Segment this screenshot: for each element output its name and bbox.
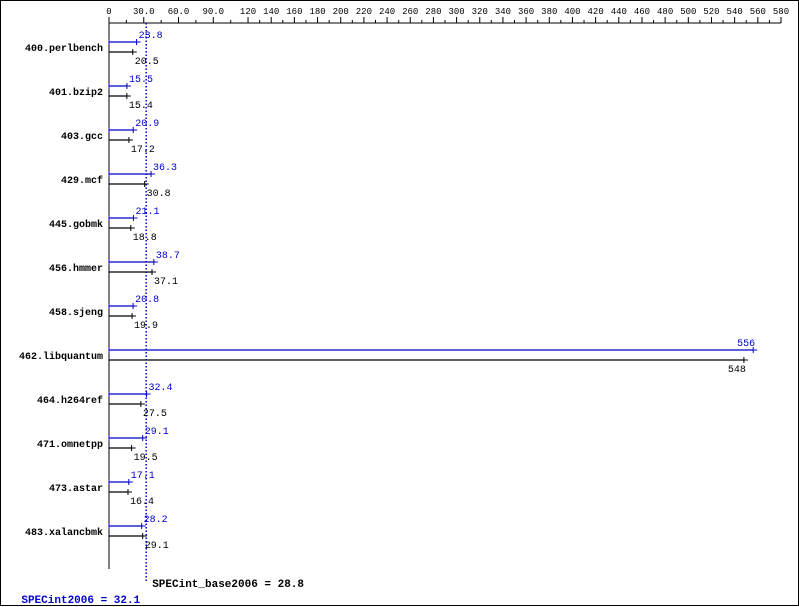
axis-tick-label: 460 [634,7,650,17]
base-value-label: 16.4 [130,497,154,508]
benchmark-label: 473.astar [49,484,103,495]
base-value-label: 20.5 [135,57,159,68]
axis-tick-label: 140 [263,7,279,17]
summary-peak-label: SPECint2006 = 32.1 [21,595,140,607]
axis-tick-label: 360 [518,7,534,17]
axis-tick-label: 180 [309,7,325,17]
peak-value-label: 28.2 [144,515,168,526]
peak-value-label: 36.3 [153,163,177,174]
peak-value-label: 20.9 [135,119,159,130]
axis-tick-label: 120 [240,7,256,17]
peak-value-label: 17.1 [131,471,155,482]
axis-tick-label: 200 [333,7,349,17]
axis-tick-label: 160 [286,7,302,17]
peak-value-label: 23.8 [139,31,163,42]
axis-tick-label: 580 [773,7,789,17]
base-value-label: 29.1 [145,541,169,552]
axis-tick-label: 90.0 [202,7,224,17]
base-value-label: 27.5 [143,409,167,420]
benchmark-label: 403.gcc [61,132,103,143]
base-value-label: 17.2 [131,145,155,156]
axis-tick-label: 540 [727,7,743,17]
benchmark-label: 471.omnetpp [37,440,103,451]
base-value-label: 19.9 [134,321,158,332]
benchmark-label: 458.sjeng [49,307,103,319]
peak-value-label: 15.5 [129,75,153,86]
base-value-label: 19.5 [134,453,158,464]
peak-value-label: 38.7 [156,251,180,262]
benchmark-label: 464.h264ref [37,395,103,407]
axis-tick-label: 60.0 [168,7,190,17]
base-value-label: 15.4 [129,101,153,112]
axis-tick-label: 30.0 [133,7,155,17]
peak-value-label: 556 [737,339,755,350]
axis-tick-label: 480 [657,7,673,17]
axis-tick-label: 280 [425,7,441,17]
summary-base-label: SPECint_base2006 = 28.8 [152,579,304,591]
axis-tick-label: 340 [495,7,511,17]
benchmark-label: 462.libquantum [19,351,103,363]
spec-chart: 0 30.0 60.0 90.0 120 140 160 180 200 220 240 260 280… [0,0,799,606]
peak-value-label: 32.4 [149,383,173,394]
benchmark-label: 400.perlbench [25,43,103,55]
axis-tick-label: 560 [750,7,766,17]
axis-tick-label: 320 [472,7,488,17]
base-value-label: 30.8 [147,189,171,200]
base-value-label: 37.1 [154,277,178,288]
base-value-label: 548 [728,365,746,376]
axis-tick-label: 0 [106,7,111,17]
axis-tick-label: 400 [564,7,580,17]
axis-tick-label: 300 [448,7,464,17]
benchmark-label: 483.xalancbmk [25,527,103,539]
benchmark-label: 445.gobmk [49,219,103,231]
axis-tick-label: 220 [356,7,372,17]
benchmark-label: 401.bzip2 [49,87,103,99]
axis-tick-label: 440 [611,7,627,17]
axis-tick-label: 240 [379,7,395,17]
axis-tick-label: 260 [402,7,418,17]
axis-tick-label: 380 [541,7,557,17]
peak-value-label: 20.8 [135,295,159,306]
axis-tick-label: 420 [588,7,604,17]
benchmark-label: 429.mcf [61,175,103,187]
benchmark-label: 456.hmmer [49,263,103,275]
axis-tick-label: 500 [680,7,696,17]
base-value-label: 18.8 [133,233,157,244]
axis-tick-label: 520 [703,7,719,17]
peak-value-label: 29.1 [145,427,169,438]
peak-value-label: 21.1 [135,207,159,218]
